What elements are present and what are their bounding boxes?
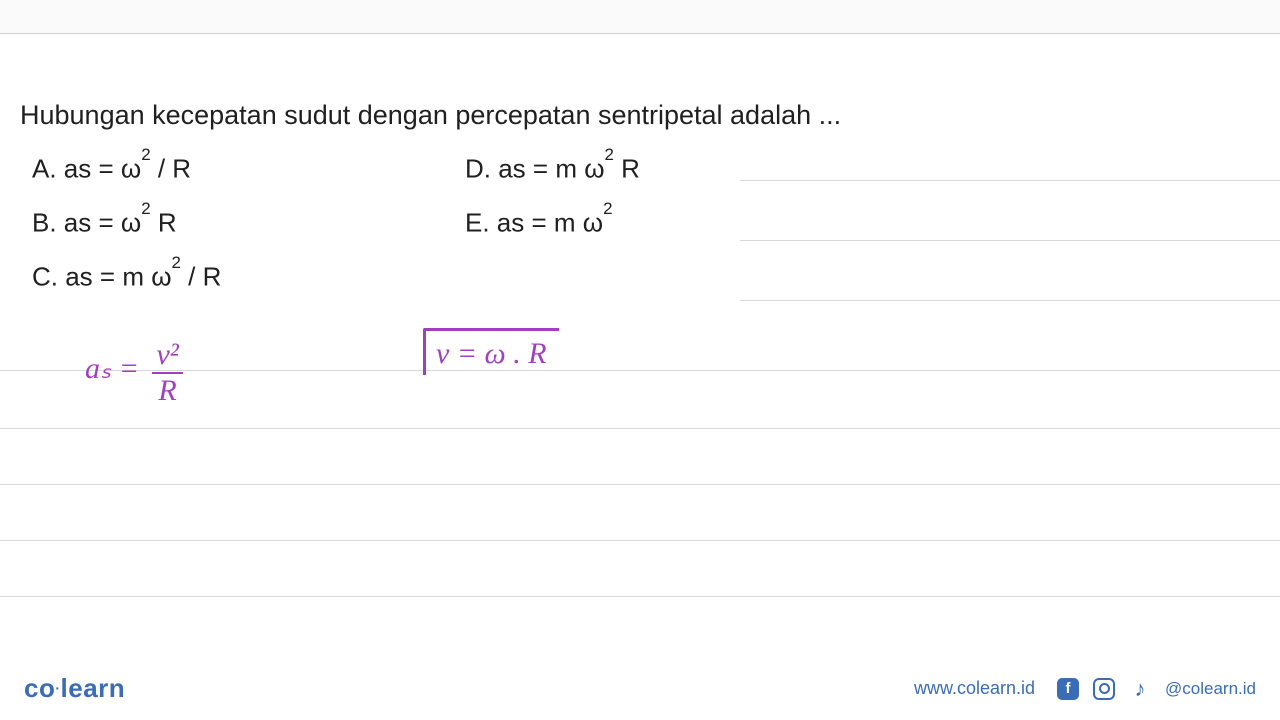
- top-border-band: [0, 0, 1280, 34]
- handwriting-eq1: aₛ = v² R: [85, 340, 183, 406]
- footer-right: www.colearn.id f ♪ @colearn.id: [914, 678, 1256, 700]
- question-text: Hubungan kecepatan sudut dengan percepat…: [20, 100, 1260, 131]
- logo-right: learn: [61, 673, 126, 703]
- instagram-icon[interactable]: [1093, 678, 1115, 700]
- logo-dot-icon: ·: [55, 680, 60, 696]
- handwriting-eq2-box: v = ω . R: [423, 328, 559, 375]
- rule-line: [740, 180, 1280, 181]
- option-c-sup: 2: [172, 253, 181, 272]
- rule-line: [0, 428, 1280, 429]
- option-a-sup: 2: [141, 145, 150, 164]
- rule-line: [740, 240, 1280, 241]
- eq1-numerator: v²: [152, 340, 182, 374]
- footer-url[interactable]: www.colearn.id: [914, 678, 1035, 699]
- option-c-suffix: / R: [181, 262, 221, 292]
- option-e: E. as = m ω2: [465, 207, 612, 239]
- logo-left: co: [24, 673, 55, 703]
- option-b: B. as = ω2 R: [32, 207, 177, 239]
- facebook-icon[interactable]: f: [1057, 678, 1079, 700]
- question-content: Hubungan kecepatan sudut dengan percepat…: [20, 100, 1260, 353]
- option-d-suffix: R: [614, 154, 640, 184]
- option-d: D. as = m ω2 R: [465, 153, 640, 185]
- rule-line: [740, 300, 1280, 301]
- option-d-prefix: D. as = m: [465, 154, 584, 184]
- option-a-base: ω: [121, 154, 141, 184]
- option-a: A. as = ω2 / R: [32, 153, 191, 185]
- tiktok-icon[interactable]: ♪: [1129, 678, 1151, 700]
- eq1-denominator: R: [152, 374, 182, 406]
- option-c-base: ω: [151, 262, 171, 292]
- brand-logo: co·learn: [24, 673, 125, 704]
- rule-line: [0, 484, 1280, 485]
- option-a-suffix: / R: [151, 154, 191, 184]
- rule-line: [0, 370, 1280, 371]
- option-c: C. as = m ω2 / R: [32, 261, 221, 293]
- options-area: A. as = ω2 / R B. as = ω2 R C. as = m ω2…: [20, 153, 1260, 353]
- eq2-text: v = ω . R: [436, 337, 547, 370]
- footer: co·learn www.colearn.id f ♪ @colearn.id: [24, 673, 1256, 704]
- eq1-lhs: aₛ =: [85, 352, 139, 385]
- rule-line: [0, 540, 1280, 541]
- option-e-base: ω: [583, 208, 603, 238]
- social-handle: @colearn.id: [1165, 679, 1256, 699]
- option-c-prefix: C. as = m: [32, 262, 151, 292]
- option-b-suffix: R: [151, 208, 177, 238]
- option-d-sup: 2: [605, 145, 614, 164]
- option-b-sup: 2: [141, 199, 150, 218]
- option-e-sup: 2: [603, 199, 612, 218]
- option-d-base: ω: [584, 154, 604, 184]
- rule-line: [0, 596, 1280, 597]
- option-b-base: ω: [121, 208, 141, 238]
- option-a-prefix: A. as =: [32, 154, 121, 184]
- option-e-prefix: E. as = m: [465, 208, 583, 238]
- option-b-prefix: B. as =: [32, 208, 121, 238]
